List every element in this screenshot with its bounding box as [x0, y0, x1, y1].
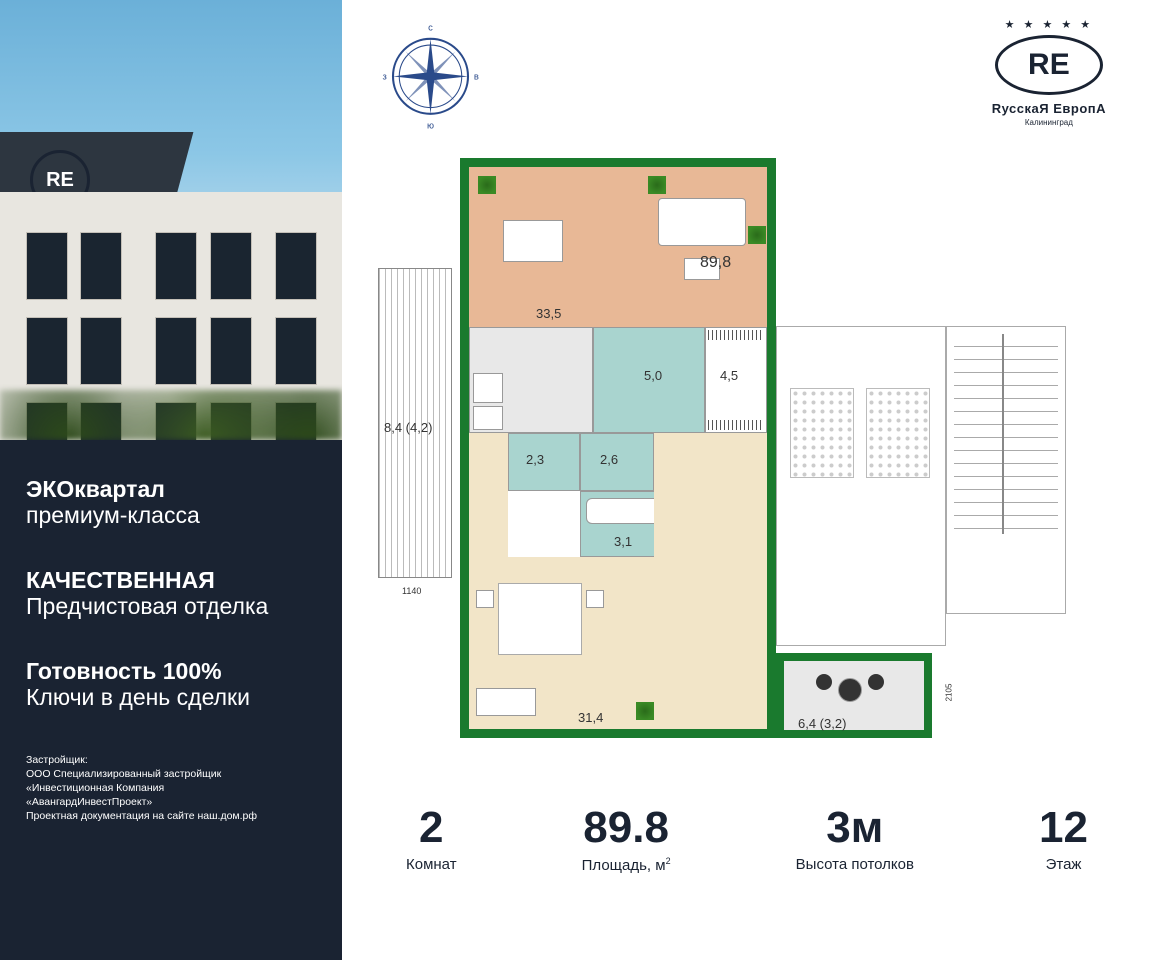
compass-icon: с ю з в [378, 18, 483, 143]
legal-text: Застройщик: ООО Специализированный застр… [26, 753, 316, 824]
bed [498, 583, 582, 655]
stat-floor: 12 Этаж [1039, 806, 1088, 874]
building-photo: RE [0, 0, 342, 440]
wc1-label: 2,3 [526, 452, 544, 467]
stat-area: 89.8 Площадь, м2 [582, 806, 671, 874]
balcony-left-label: 8,4 (4,2) [384, 420, 432, 435]
feature-3: Готовность 100% Ключи в день сделки [26, 658, 316, 711]
total-area-label: 89,8 [700, 254, 731, 272]
stars-icon: ★ ★ ★ ★ ★ [992, 18, 1106, 31]
common-corridor [776, 326, 946, 646]
svg-text:в: в [474, 71, 479, 81]
feature-2: КАЧЕСТВЕННАЯ Предчистовая отделка [26, 567, 316, 620]
sofa [658, 198, 746, 246]
desk [476, 688, 536, 716]
wc2-label: 2,6 [600, 452, 618, 467]
terrace-table [838, 678, 862, 702]
stat-rooms: 2 Комнат [406, 806, 457, 874]
bedroom-label: 31,4 [578, 710, 603, 725]
terrace-label: 6,4 (3,2) [798, 716, 846, 731]
living-label: 33,5 [536, 306, 561, 321]
terrace-dim: 2105 [944, 684, 953, 702]
brand-logo: ★ ★ ★ ★ ★ RE RусскаЯ ЕвропА Калининград [992, 18, 1106, 127]
balcony-left-dim: 1140 [402, 586, 421, 596]
stats-row: 2 Комнат 89.8 Площадь, м2 3м Высота пото… [378, 806, 1116, 874]
svg-text:ю: ю [427, 120, 434, 130]
stat-height: 3м Высота потолков [796, 806, 914, 874]
store-label: 4,5 [720, 368, 738, 383]
info-panel: ЭКОквартал премиум-класса КАЧЕСТВЕННАЯ П… [0, 440, 342, 960]
dining-table [503, 220, 563, 262]
feature-1: ЭКОквартал премиум-класса [26, 476, 316, 529]
svg-text:с: с [428, 23, 433, 33]
floor-plan: 8,4 (4,2) 1140 33,5 89,8 5,0 4,5 2,3 2,6 [378, 158, 1116, 778]
bath-label: 3,1 [614, 534, 632, 549]
svg-text:з: з [383, 71, 387, 81]
hall-label: 5,0 [644, 368, 662, 383]
